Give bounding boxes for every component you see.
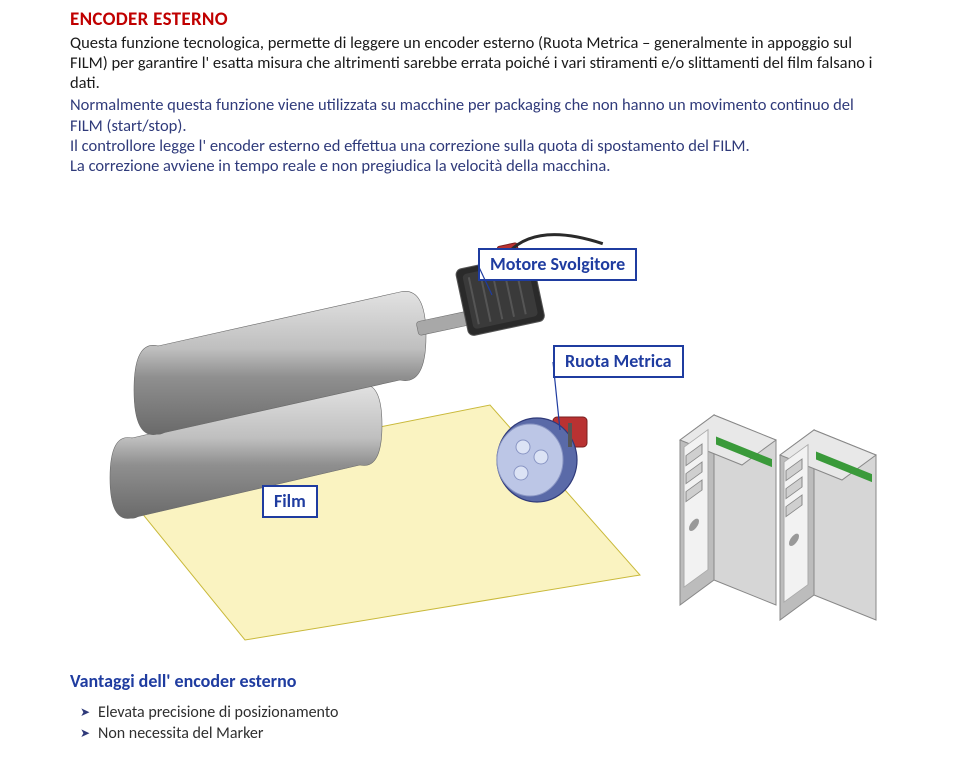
body-paragraph: Questa funzione tecnologica, permette di… — [70, 33, 890, 93]
advantages-heading: Vantaggi dell' encoder esterno — [70, 670, 890, 692]
para-1: Questa funzione tecnologica, permette di… — [70, 33, 872, 93]
para-2a: Normalmente questa funzione viene utiliz… — [70, 95, 854, 135]
page-title: ENCODER ESTERNO — [70, 8, 890, 31]
advantage-item: Non necessita del Marker — [70, 723, 890, 745]
advantages-section: Vantaggi dell' encoder esterno Elevata p… — [70, 670, 890, 745]
para-2c: La correzione avviene in tempo reale e n… — [70, 156, 610, 176]
para-2b: Il controllore legge l' encoder esterno … — [70, 136, 750, 156]
label-connectors — [0, 210, 960, 630]
body-paragraph-blue: Normalmente questa funzione viene utiliz… — [70, 95, 890, 176]
advantage-item: Elevata precisione di posizionamento — [70, 702, 890, 724]
illustration-stage: Motore Svolgitore Ruota Metrica Film — [0, 210, 960, 640]
advantages-list: Elevata precisione di posizionamento Non… — [70, 702, 890, 745]
